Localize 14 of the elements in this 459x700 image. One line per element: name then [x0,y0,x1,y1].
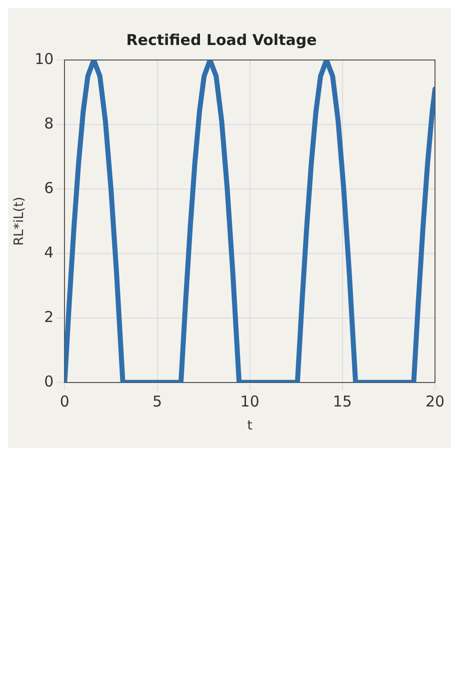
x-axis-title: t [247,418,252,434]
x-tick-label: 0 [60,392,70,410]
x-tick-label: 20 [425,392,445,410]
y-axis-title: RL*iL(t) [12,196,28,246]
y-tick-label: 0 [44,372,54,390]
y-tick-label: 6 [44,178,54,197]
y-tick-label: 8 [44,114,54,132]
x-tick-label: 15 [332,392,352,410]
y-tick-label: 10 [34,50,54,68]
x-tick-label: 10 [240,392,260,410]
chart-title: Rectified Load Voltage [126,30,317,49]
y-tick-label: 2 [44,308,54,326]
y-tick-label: 4 [44,243,54,262]
x-tick-label: 5 [152,392,162,410]
